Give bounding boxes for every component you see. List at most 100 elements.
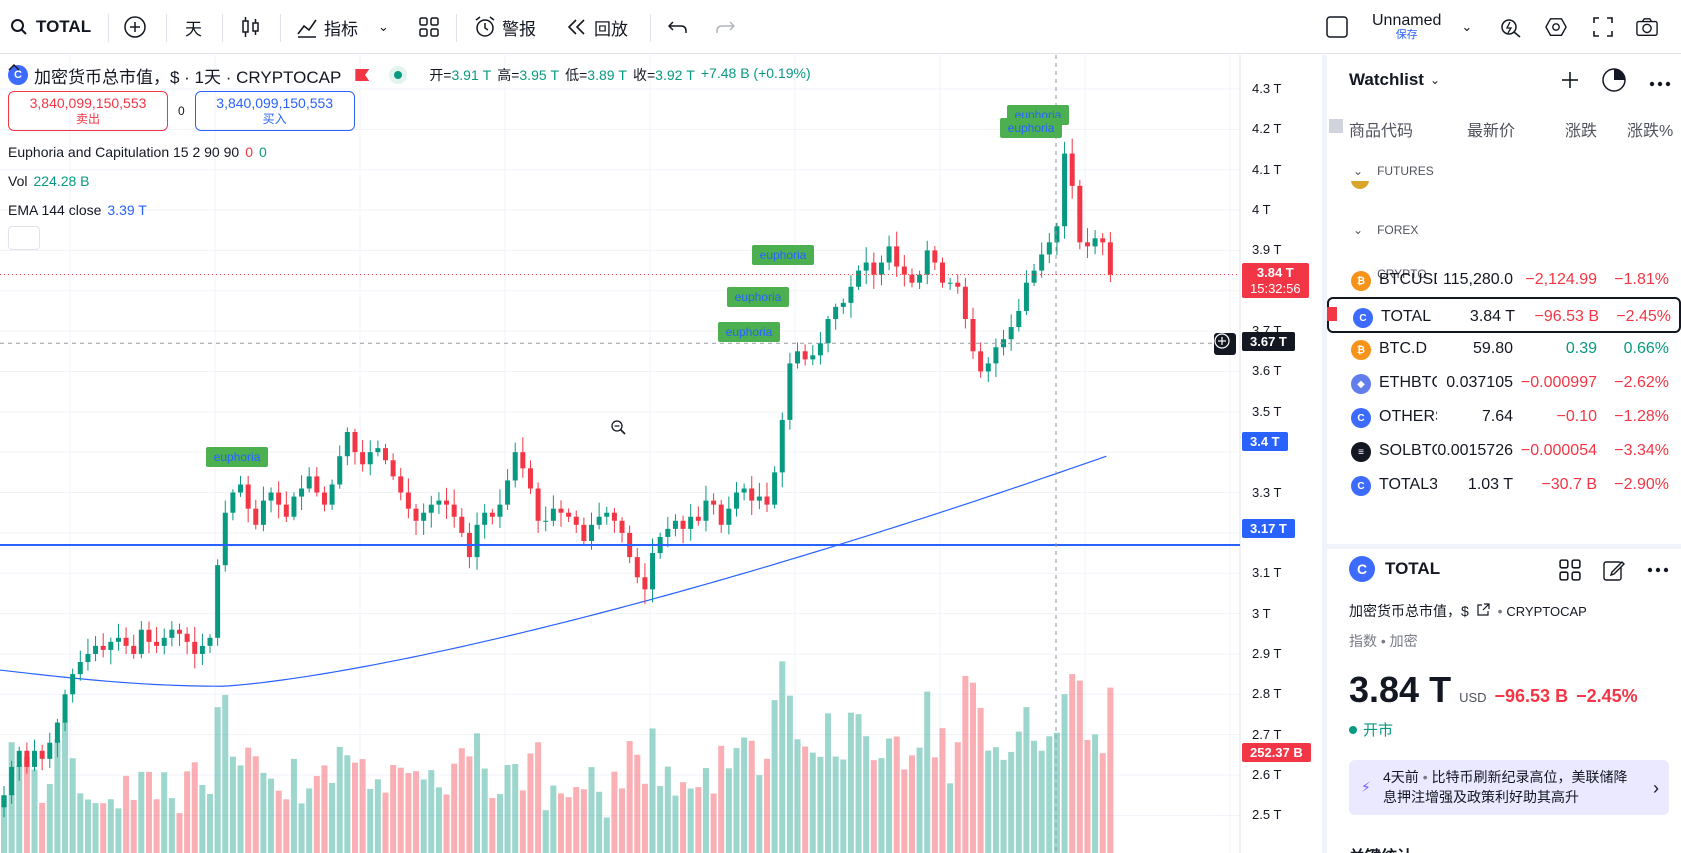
templates-button[interactable] (418, 0, 440, 54)
interval-label: 天 (185, 19, 202, 39)
quick-search-button[interactable] (1500, 0, 1522, 54)
volume-bar (382, 792, 389, 853)
row-last: 0.0015726 (1437, 442, 1513, 459)
pie-chart-icon[interactable] (1601, 67, 1627, 96)
select-all-checkbox[interactable] (1329, 119, 1343, 133)
flag-icon[interactable] (355, 69, 370, 81)
fullscreen-button[interactable] (1592, 0, 1614, 54)
watchlist-row-others[interactable]: C OTHERS 7.64 −0.10 −1.28% (1327, 399, 1681, 435)
countdown-value: 15:32:56 (1250, 280, 1301, 296)
chevron-down-icon[interactable]: ⌄ (1429, 73, 1440, 87)
chevron-down-icon[interactable]: ⌄ (378, 19, 389, 34)
grid-icon[interactable] (1559, 559, 1581, 584)
candle-body (856, 270, 862, 287)
price-chart[interactable]: euphoria euphoria euphoria euphoria euphoria… (0, 55, 1322, 853)
flag-icon[interactable] (1327, 307, 1337, 321)
indicator-euphoria[interactable]: Euphoria and Capitulation 15 2 90 90 0 0 (8, 137, 811, 166)
col-change[interactable]: 涨跌 (1565, 123, 1598, 140)
candle-body (24, 750, 30, 767)
legend-title[interactable]: 加密货币总市值，$ · 1天 · CRYPTOCAP (34, 67, 342, 87)
volume-bar (626, 741, 633, 853)
euphoria-label-bg (1000, 118, 1062, 138)
candle-body (413, 508, 419, 521)
edit-note-icon[interactable] (1603, 559, 1625, 584)
row-pct: −1.81% (1614, 271, 1669, 288)
watchlist-row-total[interactable]: C TOTAL 3.84 T −96.53 B −2.45% (1327, 297, 1681, 333)
status-dot-icon (1349, 725, 1357, 734)
category-futures[interactable]: ⌄ FUTURES (1353, 164, 1434, 178)
volume-bar (46, 784, 53, 853)
chart-pane[interactable]: euphoria euphoria euphoria euphoria euphoria… (0, 55, 1322, 853)
volume-bar (168, 798, 175, 853)
buy-button[interactable]: 3,840,099,150,553 买入 (194, 91, 355, 131)
euphoria-label-bg (752, 245, 814, 265)
indicator-volume[interactable]: Vol 224.28 B (8, 166, 811, 195)
chevron-down-icon[interactable]: ⌄ (1461, 19, 1473, 34)
watchlist-title[interactable]: Watchlist (1349, 70, 1424, 89)
replay-button[interactable]: 回放 (566, 0, 628, 54)
watchlist-row-solbtc[interactable]: ≡ SOLBTC 0.0015726 −0.000054 −3.34% (1327, 433, 1681, 469)
candle-body (169, 629, 175, 638)
candle-body (428, 504, 434, 513)
volume-bar (870, 760, 877, 853)
candle-body (1077, 185, 1083, 243)
candle-body (192, 641, 198, 654)
more-dots-icon[interactable] (1649, 74, 1671, 90)
volume-bar (420, 779, 427, 853)
alert-button[interactable]: 警报 (474, 0, 536, 54)
collapse-legend-button[interactable] (8, 63, 40, 250)
col-symbol[interactable]: 商品代码 (1349, 123, 1414, 140)
candle-body (1107, 242, 1113, 275)
watchlist-row-total3[interactable]: C TOTAL3 1.03 T −30.7 B −2.90% (1327, 467, 1681, 503)
watchlist-row-ethbtc[interactable]: ◆ ETHBTC 0.037105 −0.000997 −2.62% (1327, 365, 1681, 401)
open-value: 3.91 T (451, 67, 492, 83)
candle-body (253, 508, 259, 525)
candle-body (947, 282, 953, 284)
indicator-ema[interactable]: EMA 144 close 3.39 T (8, 195, 811, 224)
news-card[interactable]: ⚡ 4天前 • 比特币刷新纪录高位，美联储降息押注增强及政策利好助其高升 › (1349, 760, 1669, 816)
undo-button[interactable] (667, 0, 689, 54)
add-symbol-button[interactable] (124, 0, 146, 54)
chevron-right-icon: › (1653, 778, 1659, 798)
candle-body (1046, 242, 1052, 255)
detail-symbol[interactable]: TOTAL (1385, 559, 1441, 578)
candle-body (47, 742, 53, 759)
volume-bar (260, 772, 267, 853)
layout-saved-label: 保存 (1395, 28, 1418, 41)
redo-button[interactable] (714, 0, 736, 54)
row-sym: TOTAL (1381, 308, 1432, 325)
candle-body (505, 480, 511, 505)
volume-bar (725, 768, 732, 853)
symbol-search[interactable]: TOTAL (8, 0, 91, 54)
indicators-button[interactable]: 指标 ⌄ (296, 0, 389, 54)
chart-type-button[interactable] (240, 0, 262, 54)
volume-bar (199, 785, 206, 853)
layout-menu[interactable]: Unnamed 保存 ⌄ (1326, 0, 1472, 54)
snapshot-button[interactable] (1636, 0, 1658, 54)
volume-bar (405, 773, 412, 853)
chart-grid (0, 55, 1241, 853)
coin-logo-icon: ◆ (1351, 374, 1371, 394)
candle-body (970, 319, 976, 352)
volume-bar (77, 793, 84, 853)
settings-hexagon-icon (1545, 16, 1567, 38)
price-tick-label: 4.3 T (1252, 81, 1282, 96)
candles-icon (240, 16, 262, 38)
volume-bar (603, 817, 610, 853)
candle-body (184, 633, 190, 642)
candle-body (1062, 153, 1068, 227)
col-pct[interactable]: 涨跌% (1627, 123, 1674, 140)
add-symbol-plus-icon[interactable] (1561, 71, 1579, 92)
buy-price: 3,840,099,150,553 (216, 95, 334, 112)
sell-button[interactable]: 3,840,099,150,553 卖出 (8, 91, 168, 131)
volume-bar (1, 795, 7, 853)
col-last[interactable]: 最新价 (1467, 123, 1516, 140)
category-forex[interactable]: ⌄ FOREX (1353, 223, 1418, 237)
external-link-icon[interactable] (1477, 603, 1494, 619)
interval-button[interactable]: 天 (185, 0, 202, 54)
watchlist-row-btcusd[interactable]: ₿ BTCUSD 115,280.0 −2,124.99 −1.81% (1327, 262, 1681, 298)
more-dots-icon[interactable] (1647, 559, 1669, 584)
watchlist-row-btc-d[interactable]: ₿ BTC.D 59.80 0.39 0.66% (1327, 331, 1681, 367)
add-plus-button[interactable] (1214, 333, 1236, 355)
settings-button[interactable] (1545, 0, 1567, 54)
